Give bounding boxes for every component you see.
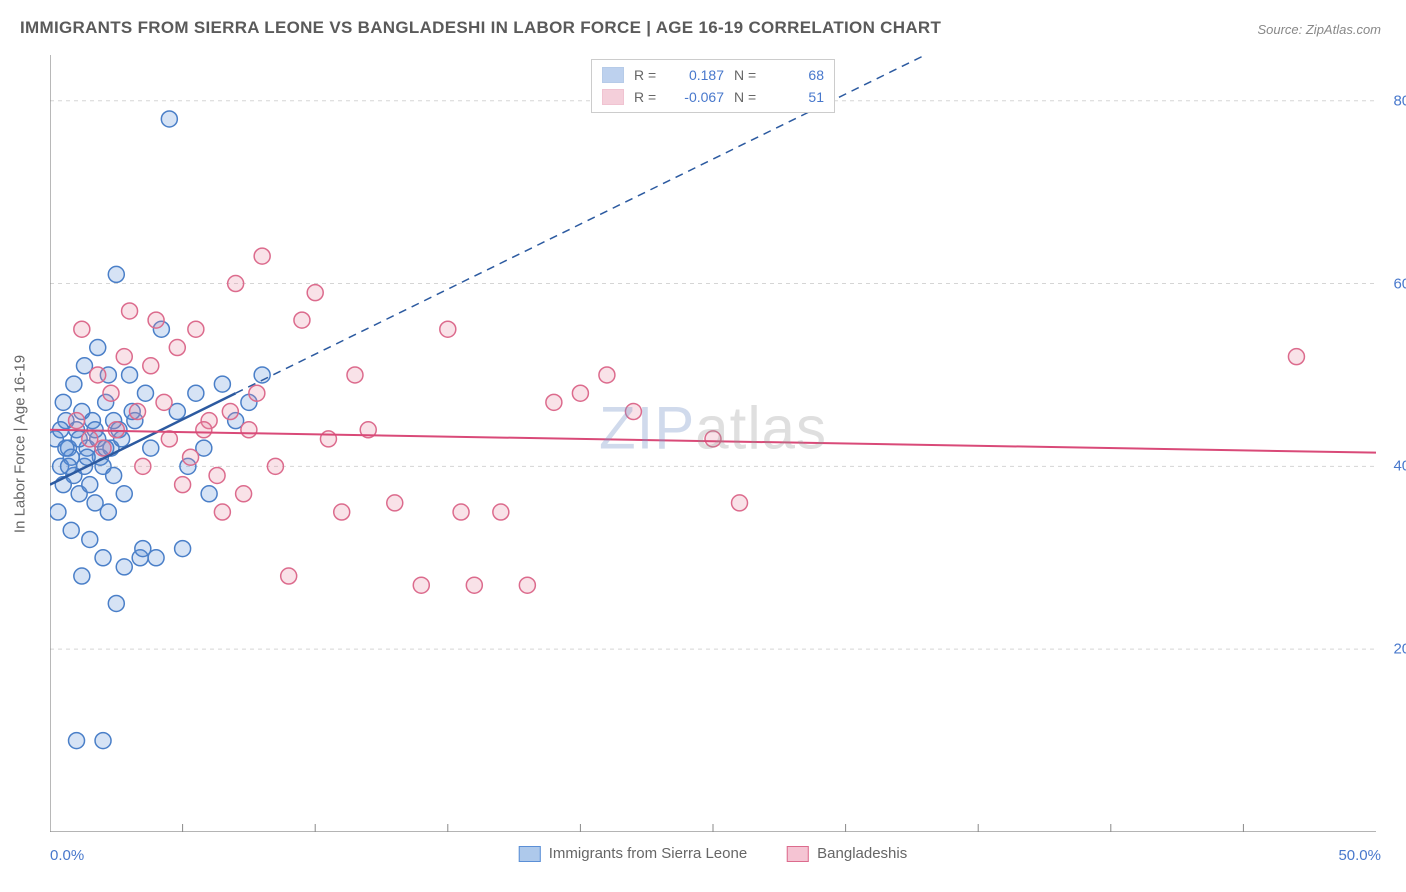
legend-swatch xyxy=(787,846,809,862)
legend-series-item: Bangladeshis xyxy=(787,845,907,862)
y-axis-label: In Labor Force | Age 16-19 xyxy=(12,354,29,532)
legend-swatch xyxy=(519,846,541,862)
y-tick-label: 20.0% xyxy=(1393,641,1406,658)
x-tick-min: 0.0% xyxy=(50,847,84,864)
series-legend: Immigrants from Sierra Leone Bangladeshis xyxy=(519,845,907,862)
legend-swatch xyxy=(602,67,624,83)
correlation-legend: R =0.187N =68R =-0.067N =51 xyxy=(591,59,835,113)
legend-correlation-row: R =0.187N =68 xyxy=(602,64,824,86)
x-tick-max: 50.0% xyxy=(1338,847,1381,864)
chart-title: IMMIGRANTS FROM SIERRA LEONE VS BANGLADE… xyxy=(20,18,941,38)
legend-correlation-row: R =-0.067N =51 xyxy=(602,86,824,108)
y-tick-label: 80.0% xyxy=(1393,92,1406,109)
legend-series-label: Bangladeshis xyxy=(817,845,907,862)
source-attribution: Source: ZipAtlas.com xyxy=(1257,22,1381,37)
legend-series-label: Immigrants from Sierra Leone xyxy=(549,845,747,862)
y-tick-label: 60.0% xyxy=(1393,275,1406,292)
scatter-plot xyxy=(50,55,1376,832)
chart-area: In Labor Force | Age 16-19 ZIPatlas R =0… xyxy=(50,55,1376,832)
legend-series-item: Immigrants from Sierra Leone xyxy=(519,845,747,862)
y-tick-label: 40.0% xyxy=(1393,458,1406,475)
legend-swatch xyxy=(602,89,624,105)
